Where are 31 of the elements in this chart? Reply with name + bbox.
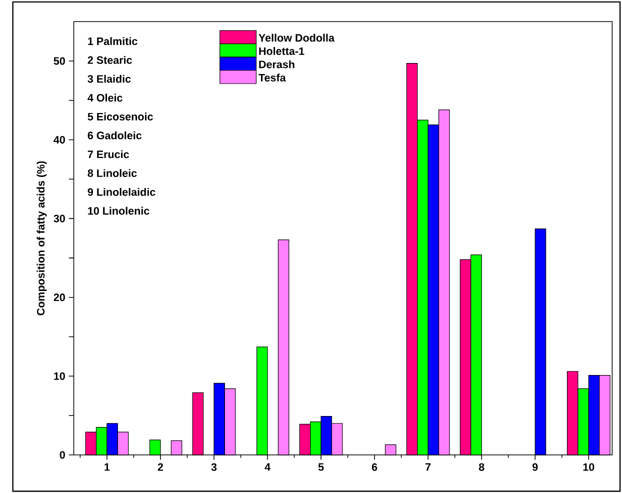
legend-label: Derash <box>259 60 294 68</box>
annotation: 4 Oleic <box>88 94 122 102</box>
x-tick-label: 4 <box>264 463 270 471</box>
y-tick-label: 0 <box>60 450 65 459</box>
legend-label: Holetta-1 <box>259 46 304 55</box>
annotation: 5 Eicosenoic <box>88 112 153 120</box>
annotation: 7 Erucic <box>88 150 129 158</box>
x-tick-label: 9 <box>532 463 538 471</box>
y-tick-label: 30 <box>54 214 65 222</box>
x-tick-label: 5 <box>318 463 324 471</box>
y-tick-label: 10 <box>54 372 65 380</box>
annotation: 2 Stearic <box>88 56 132 64</box>
annotation: 6 Gadoleic <box>88 131 142 140</box>
legend-label: Tesfa <box>258 73 286 82</box>
y-tick-label: 20 <box>54 293 65 302</box>
y-tick-label: 50 <box>54 57 65 65</box>
x-tick-label: 7 <box>426 463 431 471</box>
annotation: 9 Linolelaidic <box>88 188 156 196</box>
y-axis-title: Composition of fatty acids (%) <box>36 161 47 316</box>
x-tick-label: 6 <box>372 463 378 471</box>
y-tick-label: 40 <box>54 136 65 144</box>
annotation: 10 Linolenic <box>88 206 150 215</box>
annotation: 1 Palmitic <box>88 37 138 45</box>
x-tick-label: 1 <box>104 463 110 471</box>
legend-label: Yellow Dodolla <box>258 34 335 42</box>
x-tick-label: 3 <box>211 463 217 471</box>
annotation: 3 Elaidic <box>88 74 131 83</box>
x-tick-label: 8 <box>478 463 484 471</box>
annotation: 8 Linoleic <box>88 168 137 177</box>
x-tick-label: 2 <box>158 463 164 471</box>
x-tick-label: 10 <box>583 463 594 471</box>
